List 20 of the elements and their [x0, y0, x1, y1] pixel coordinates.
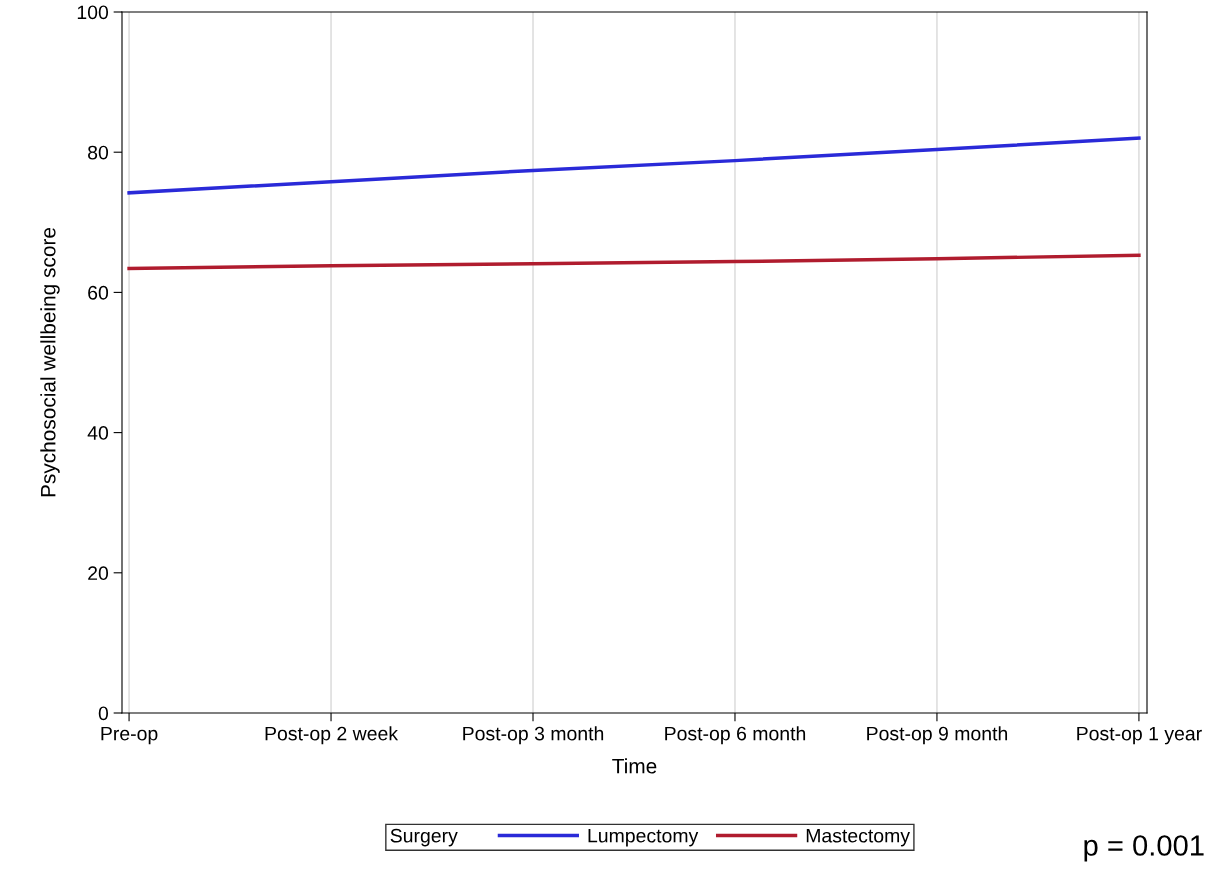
y-tick-label: 100: [77, 5, 109, 20]
y-tick-label: 80: [88, 145, 109, 160]
x-tick-label: Post-op 2 week: [265, 726, 399, 745]
x-tick-label: Post-op 1 year: [1077, 726, 1202, 745]
x-tick-label: Post-op 9 month: [867, 726, 1008, 745]
text: p = 0.001: [1084, 835, 1204, 862]
x-axis-title: Time: [612, 758, 657, 774]
y-axis-title: Psychosocial wellbeing score: [40, 227, 60, 497]
x-tick-label: Post-op 3 month: [463, 726, 604, 745]
y-tick-label: 0: [98, 706, 109, 721]
legend-title: Surgery: [390, 828, 458, 847]
y-tick-label: 60: [88, 285, 109, 300]
line-series: [127, 136, 1141, 195]
x-tick-label: Pre-op: [101, 726, 158, 745]
y-tick-label: 40: [87, 426, 109, 440]
line-series: [127, 253, 1141, 271]
y-tick-label: 20: [88, 566, 109, 581]
x-tick-label: Post-op 6 month: [665, 726, 806, 745]
legend-label: Lumpectomy: [588, 828, 699, 847]
legend-label: Mastectomy: [806, 828, 910, 847]
